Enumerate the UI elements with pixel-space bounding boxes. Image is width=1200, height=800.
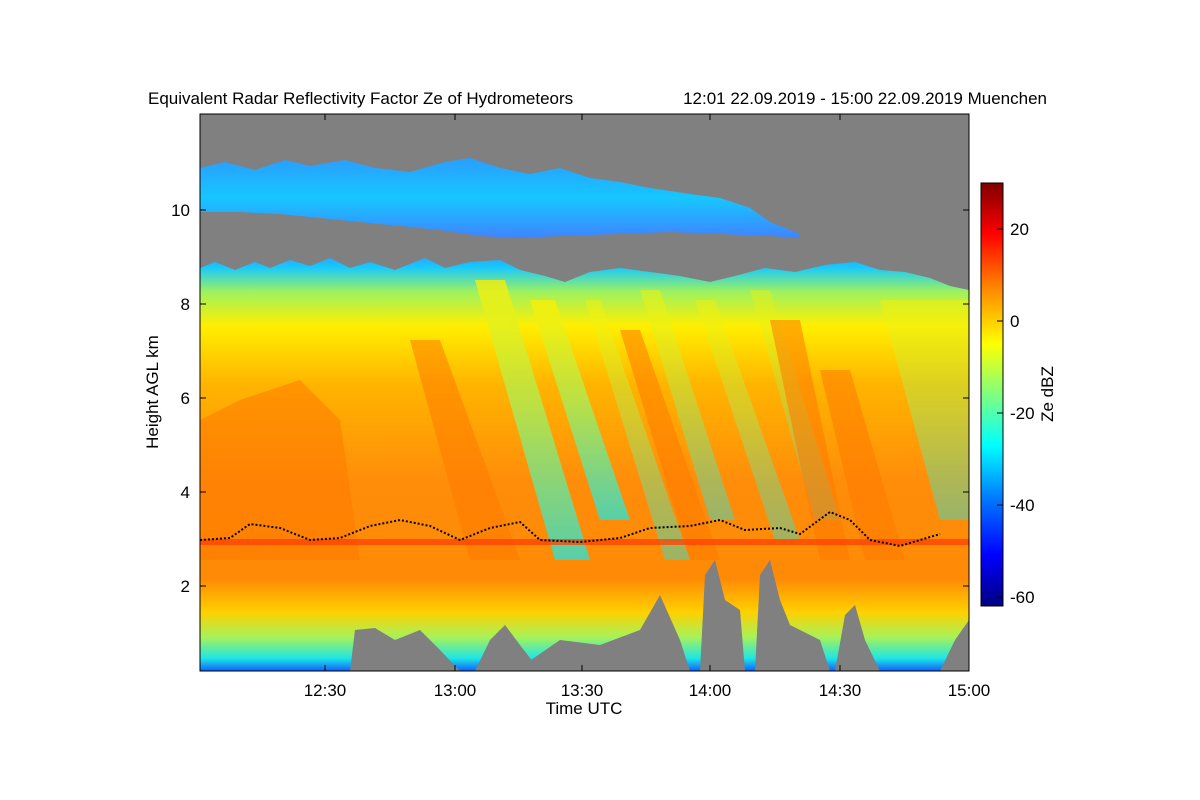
high-reflectivity-cores xyxy=(200,320,905,560)
colorbar-tick-label: 0 xyxy=(1010,312,1019,331)
x-tick-label: 13:00 xyxy=(434,681,477,700)
y-tick-label: 8 xyxy=(181,295,190,314)
x-tick-label: 13:30 xyxy=(561,681,604,700)
y-tick-label: 10 xyxy=(171,201,190,220)
y-tick-label: 2 xyxy=(181,577,190,596)
y-tick-label: 4 xyxy=(181,483,190,502)
x-tick-label: 12:30 xyxy=(304,681,347,700)
y-axis-label: Height AGL km xyxy=(143,335,162,449)
plot-area xyxy=(200,114,969,671)
plot-frame xyxy=(199,113,970,672)
chart-subtitle: 12:01 22.09.2019 - 15:00 22.09.2019 Muen… xyxy=(683,89,1047,108)
surface-gaps xyxy=(350,560,969,671)
colorbar: 20 0 -20 -40 -60 Ze dBZ xyxy=(980,182,1057,607)
colorbar-gradient xyxy=(980,182,1004,607)
x-axis: 12:30 13:00 13:30 14:00 14:30 15:00 Time… xyxy=(304,114,991,718)
cirrus-layer xyxy=(200,158,800,238)
chart-title: Equivalent Radar Reflectivity Factor Ze … xyxy=(148,89,573,108)
colorbar-tick-label: -60 xyxy=(1010,588,1035,607)
y-tick-label: 6 xyxy=(181,389,190,408)
x-axis-label: Time UTC xyxy=(546,699,623,718)
colorbar-tick-label: -20 xyxy=(1010,404,1035,423)
colorbar-label: Ze dBZ xyxy=(1038,366,1057,422)
x-tick-label: 14:00 xyxy=(689,681,732,700)
x-tick-label: 15:00 xyxy=(948,681,991,700)
colorbar-tick-label: 20 xyxy=(1010,220,1029,239)
x-tick-label: 14:30 xyxy=(819,681,862,700)
colorbar-tick-label: -40 xyxy=(1010,496,1035,515)
y-axis: 2 4 6 8 10 Height AGL km xyxy=(143,201,969,596)
